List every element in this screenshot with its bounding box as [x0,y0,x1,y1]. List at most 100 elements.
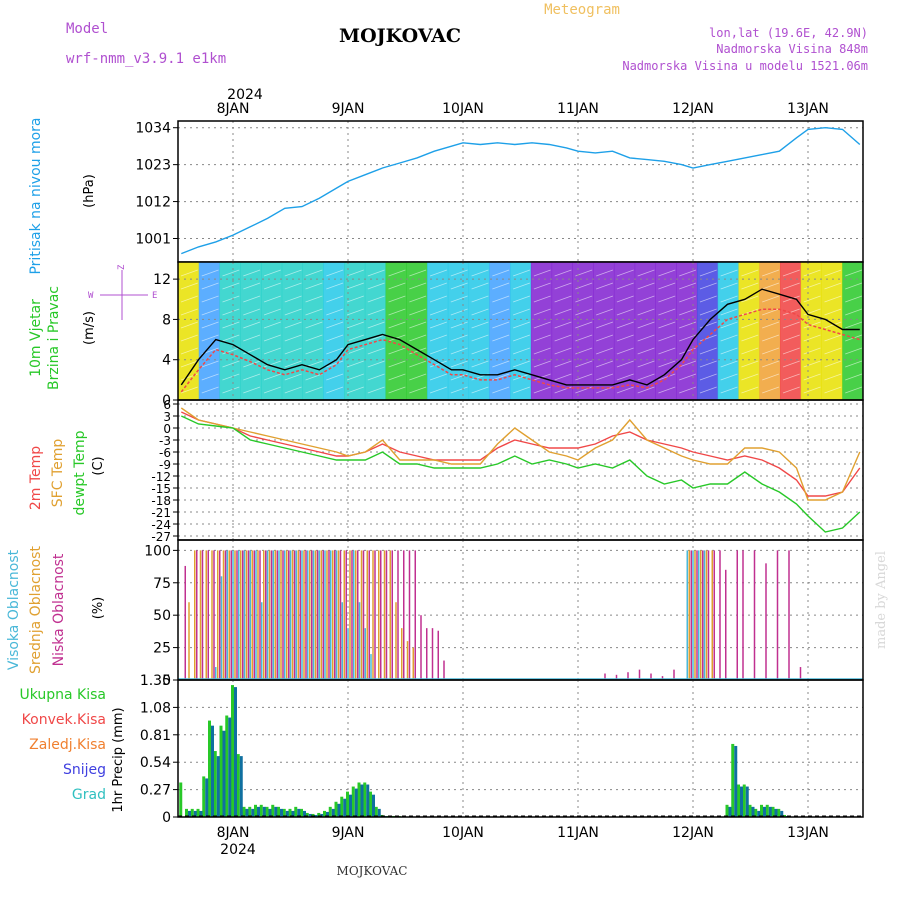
precip-bar [734,745,738,817]
wind-barb [720,282,738,290]
wind-barb [824,269,842,277]
precip-bar [257,806,260,817]
precip-bar [343,798,347,817]
wind-barb [658,269,676,277]
wind-barb [782,282,800,290]
wind-barb [803,334,821,342]
precip-bar [305,812,309,817]
precip-bar [308,813,312,817]
wind-barb [492,295,510,303]
compass-z: Z [117,264,127,270]
wind-barb [679,360,697,368]
wind-barb [845,373,863,381]
wind-ylabel: 10m Vjetar [28,299,44,377]
wind-band [198,262,221,400]
precip-bar [771,806,775,817]
top-time-axis: 8JAN 9JAN 10JAN 11JAN 12JAN 13JAN [217,101,829,117]
precip-bar [185,808,188,817]
precip-bar [777,808,781,817]
wind-barb [284,321,302,329]
wind-barb [845,308,863,316]
precip-bar [323,810,326,817]
wind-barb [533,347,551,355]
wind-barb [533,308,551,316]
wind-barb [554,321,572,329]
wind-barb [388,386,406,394]
precip-bar [366,784,370,817]
wind-barb [596,360,614,368]
wind-barb [409,347,427,355]
precip-bar [765,804,769,817]
wind-barb [492,308,510,316]
wind-barb [658,321,676,329]
wind-barb [741,386,759,394]
wind-barb [243,308,261,316]
precip-bar [291,810,295,817]
wind-barb [346,334,364,342]
wind-band [261,262,283,400]
wind-barb [782,334,800,342]
wind-barb [533,334,551,342]
panel-frame [177,399,864,541]
wind-barb [658,373,676,381]
wind-barb [679,295,697,303]
wind-barb [492,360,510,368]
wind-barb [616,386,634,394]
wind-barb [471,308,489,316]
precip-bar [202,776,206,817]
precip-bar [216,756,220,817]
wind-barb [471,269,489,277]
wind-barb [180,347,198,355]
wind-barb [575,321,593,329]
y-tick-label: 6 [163,398,171,412]
wind-barb [554,347,572,355]
legend-graup: Grad [72,787,106,803]
wind-barb [326,373,344,381]
wind-barb [492,321,510,329]
wind-barb [201,334,219,342]
wind-barb [512,386,531,394]
precip-bar [213,751,217,817]
wind-barb [512,295,531,303]
wind-band [240,262,262,400]
y-tick-label: 0.27 [140,783,171,799]
wind-barb [201,308,219,316]
wind-barb [263,360,281,368]
wind-barb [533,295,551,303]
precip-bar [754,808,758,817]
y-tick-label: 3 [163,410,171,424]
wind-barb [222,282,240,290]
top-tick-label: 10JAN [442,101,484,117]
precip-ylabel-text: 1hr Precip [111,747,126,813]
wind-barb [429,334,447,342]
wind-barb [284,308,302,316]
wind-barb [720,347,738,355]
wind-barb [450,347,468,355]
wind-barb [243,321,261,329]
wind-barb [845,360,863,368]
series-line-pressure [181,126,861,255]
y-tick-label: 1001 [135,232,171,248]
wind-barb [180,295,198,303]
wind-barb [388,269,406,277]
wind-barb [409,334,427,342]
wind-barb [201,321,219,329]
wind-band [613,262,636,400]
cloud-ylabel2: Srednja Oblacnost [28,546,44,674]
wind-barb [201,360,219,368]
bottom-tick-label: 11JAN [557,825,599,841]
wind-band [323,262,345,400]
wind-barb [512,282,531,290]
wind-barb [367,282,385,290]
wind-barb [658,334,676,342]
precip-bar [337,803,341,817]
wind-barb [512,347,531,355]
wind-barb [243,386,261,394]
wind-barb [720,373,738,381]
top-tick-label: 9JAN [332,101,365,117]
wind-barb [824,347,842,355]
cloud-ylabel3: Niska Oblacnost [51,553,67,666]
wind-barb [388,373,406,381]
wind-barb [305,282,323,290]
wind-barb [596,295,614,303]
